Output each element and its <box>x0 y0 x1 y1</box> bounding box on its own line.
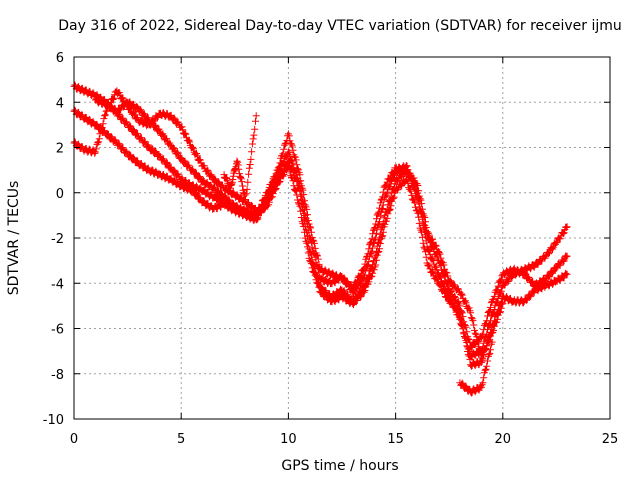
series-track-4 <box>91 95 507 362</box>
x-tick-label: 20 <box>495 432 512 447</box>
x-axis-label: GPS time / hours <box>281 458 398 474</box>
y-tick-label: -2 <box>51 232 64 247</box>
y-axis-ticks: -10 -8 -6 -4 -2 0 2 4 6 <box>43 51 610 428</box>
grid-lines <box>74 57 610 419</box>
y-tick-label: -10 <box>43 413 64 428</box>
y-tick-label: 6 <box>56 51 64 66</box>
series-markers <box>220 112 496 397</box>
x-tick-label: 0 <box>70 432 78 447</box>
x-axis-ticks: 0 5 10 15 20 25 <box>70 57 618 447</box>
y-tick-label: 2 <box>56 142 64 157</box>
y-axis-label: SDTVAR / TECUs <box>6 181 22 296</box>
x-tick-label: 5 <box>177 432 185 447</box>
chart-title: Day 316 of 2022, Sidereal Day-to-day VTE… <box>58 18 622 34</box>
y-tick-label: 0 <box>56 187 64 202</box>
series-markers <box>91 95 507 362</box>
y-tick-label: -6 <box>51 323 64 338</box>
x-tick-label: 10 <box>280 432 297 447</box>
y-tick-label: -4 <box>51 277 64 292</box>
series-track-5 <box>220 112 496 397</box>
x-tick-label: 15 <box>387 432 404 447</box>
y-tick-label: -8 <box>51 368 64 383</box>
x-tick-label: 25 <box>602 432 619 447</box>
y-tick-label: 4 <box>56 96 64 111</box>
